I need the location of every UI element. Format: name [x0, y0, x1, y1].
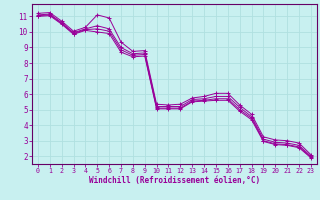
X-axis label: Windchill (Refroidissement éolien,°C): Windchill (Refroidissement éolien,°C) — [89, 176, 260, 185]
